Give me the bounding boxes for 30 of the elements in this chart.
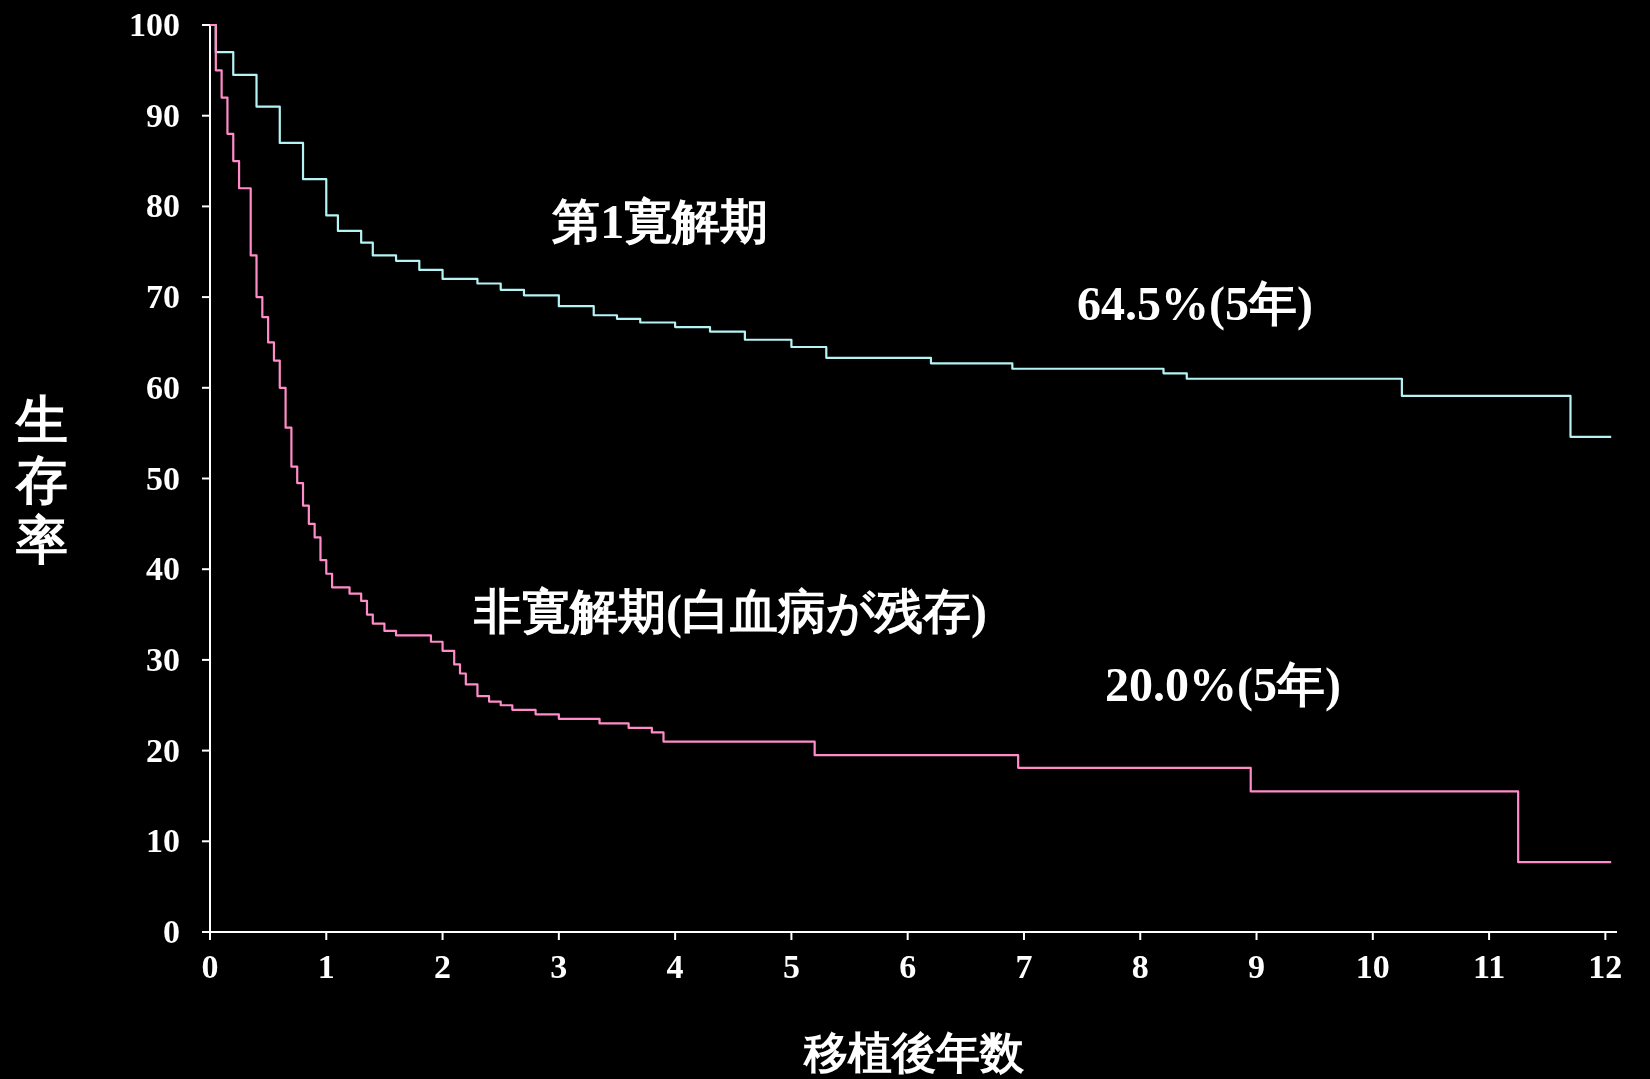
y-tick-label: 30 <box>146 640 180 678</box>
series-label: 第1寛解期 <box>551 195 769 249</box>
x-tick-label: 8 <box>1131 948 1149 985</box>
x-tick-label: 6 <box>899 948 917 985</box>
x-tick-label: 7 <box>1015 948 1033 985</box>
annotation: 64.5%(5年) <box>1076 276 1313 331</box>
y-tick-label: 10 <box>146 822 180 860</box>
x-tick-label: 1 <box>317 948 335 985</box>
y-tick-label: 70 <box>146 278 180 316</box>
y-axis-title: 生存率 <box>14 392 68 569</box>
x-tick-label: 10 <box>1355 948 1390 985</box>
x-tick-label: 4 <box>666 948 684 985</box>
y-tick-label: 80 <box>146 187 180 225</box>
x-tick-label: 3 <box>550 948 568 985</box>
y-tick-label: 40 <box>146 550 180 588</box>
y-tick-label: 60 <box>146 368 180 406</box>
x-tick-label: 0 <box>201 948 219 985</box>
x-tick-label: 11 <box>1473 948 1506 985</box>
x-axis-title: 移植後年数 <box>802 1029 1025 1078</box>
x-tick-label: 5 <box>782 948 800 985</box>
x-tick-label: 2 <box>434 948 452 985</box>
y-tick-label: 90 <box>146 96 180 134</box>
annotation: 20.0%(5年) <box>1105 657 1342 712</box>
series-label: 非寛解期(白血病が残存) <box>473 585 988 640</box>
x-tick-label: 12 <box>1588 948 1623 985</box>
y-tick-label: 100 <box>129 6 180 43</box>
y-tick-label: 0 <box>163 913 180 950</box>
x-tick-label: 9 <box>1248 948 1266 985</box>
y-tick-label: 50 <box>146 459 180 497</box>
y-tick-label: 20 <box>146 731 180 769</box>
